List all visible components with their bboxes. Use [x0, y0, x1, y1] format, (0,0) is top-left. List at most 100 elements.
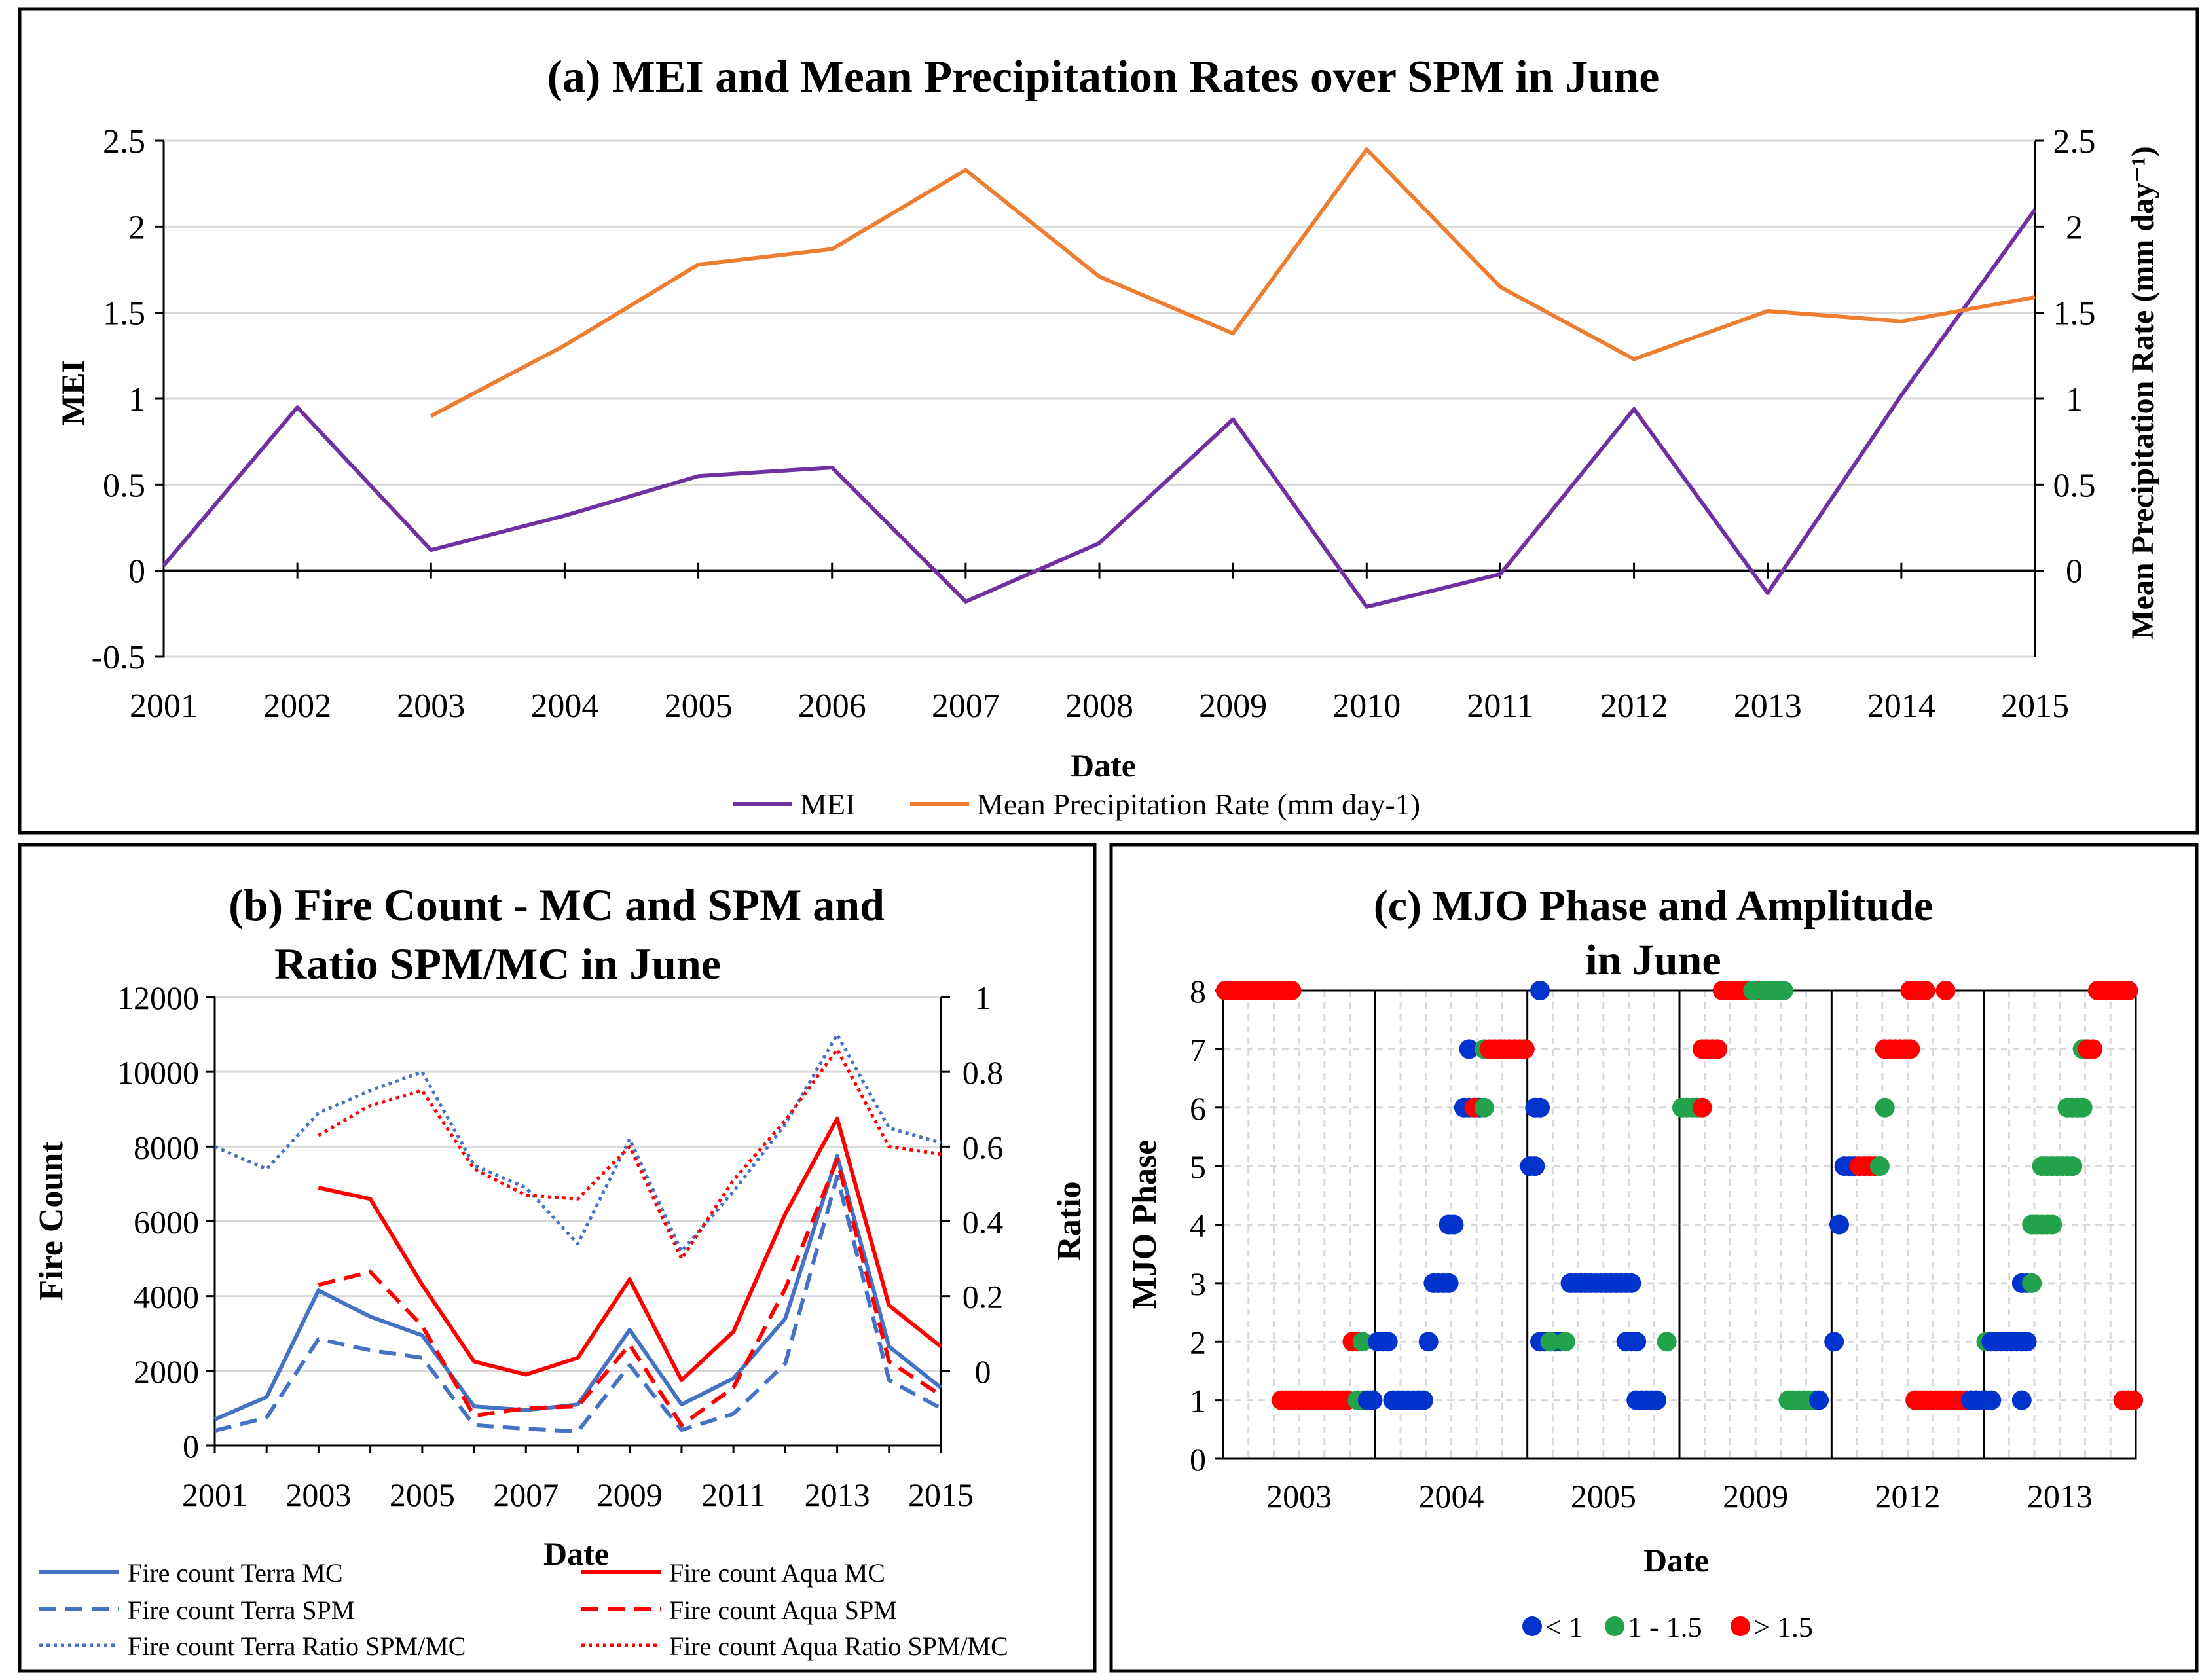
panel-b-ylabel-left: Fire Count	[33, 1141, 70, 1301]
b-series-1	[214, 1175, 942, 1434]
c-point	[1935, 981, 1956, 1000]
b-ytick-label-left: 6000	[134, 1204, 199, 1241]
a-ytick-label-right: 1.5	[2053, 295, 2096, 333]
b-ytick-label-left: 8000	[134, 1129, 199, 1165]
a-xtick-label: 2002	[263, 687, 331, 725]
c-ytick-label: 6	[1190, 1090, 1206, 1127]
legend-b-aqua-spm: Fire count Aqua SPM	[669, 1596, 897, 1625]
c-ytick-label: 1	[1190, 1383, 1206, 1419]
c-ytick-label: 0	[1190, 1441, 1206, 1478]
panel-b-frame	[18, 843, 1097, 1673]
panel-a-grid	[164, 139, 2035, 658]
c-ytick-label: 8	[1190, 973, 1206, 1010]
b-ytick-label-left: 2000	[134, 1353, 199, 1390]
legend-c-mid: 1 - 1.5	[1628, 1611, 1702, 1643]
panel-c-points	[1215, 981, 2144, 1410]
b-xtick-label: 2005	[390, 1476, 455, 1513]
c-ytick-label: 7	[1190, 1031, 1206, 1068]
c-ytick-label: 3	[1190, 1266, 1206, 1302]
a-xtick-label: 2010	[1332, 687, 1401, 725]
panel-c-title-line1: (c) MJO Phase and Amplitude	[1374, 882, 1933, 930]
c-point	[2062, 1156, 2083, 1177]
panel-a-title: (a) MEI and Mean Precipitation Rates ove…	[547, 52, 1660, 102]
c-point	[2011, 1390, 2032, 1410]
a-series-precip	[430, 147, 2036, 418]
b-ytick-label-right: 0	[975, 1353, 991, 1390]
b-ytick-label-right: 0.2	[962, 1279, 1004, 1315]
c-ytick-label: 5	[1190, 1148, 1206, 1185]
legend-c-low-marker	[1522, 1616, 1542, 1636]
a-xtick-label: 2003	[397, 687, 465, 725]
b-ytick-label-left: 0	[183, 1428, 199, 1465]
b-ytick-label-right: 0.4	[962, 1204, 1004, 1241]
a-xtick-label: 2011	[1467, 687, 1533, 725]
c-point	[1915, 981, 1935, 1000]
a-ytick-label-left: 2.5	[103, 123, 145, 160]
a-ytick-label-right: 0	[2066, 553, 2083, 591]
c-xtick-label: 2012	[1875, 1478, 1941, 1514]
c-ytick-label: 2	[1190, 1324, 1206, 1360]
legend-b-terra-mc: Fire count Terra MC	[128, 1558, 343, 1588]
c-point	[1647, 1390, 1667, 1410]
b-ytick-label-left: 12000	[117, 979, 199, 1016]
c-xtick-label: 2005	[1571, 1478, 1636, 1514]
panel-c-title-line2: in June	[1585, 936, 1721, 984]
panel-b-grid	[215, 996, 941, 1447]
c-point	[1459, 1039, 1479, 1059]
b-ytick-label-right: 0.6	[962, 1129, 1004, 1165]
panel-b-axes: 0 2000 4000 6000 8000 10000 12000 0 0.2 0.4 0.6 0.8…	[117, 979, 1003, 1513]
c-point	[1444, 1214, 1464, 1235]
c-point	[2123, 1390, 2144, 1410]
a-xtick-label: 2004	[530, 687, 598, 725]
c-point	[1530, 1097, 1550, 1118]
panel-a-axes: -0.5 0 0.5 1 1.5 2 2.5 0 0.5 1 1.5 2 2.5 2001 2002 2003…	[92, 123, 2096, 725]
b-xtick-label: 2013	[805, 1476, 870, 1513]
b-xtick-label: 2001	[182, 1476, 248, 1513]
panel-b-xlabel: Date	[543, 1535, 609, 1572]
a-xtick-label: 2001	[130, 687, 198, 725]
c-point	[1621, 1273, 1641, 1293]
a-ytick-label-left: -0.5	[92, 639, 145, 676]
c-point	[2022, 1273, 2042, 1293]
c-point	[1875, 1097, 1895, 1118]
panel-c-frame	[1109, 843, 2199, 1673]
c-ytick-label: 4	[1190, 1207, 1206, 1244]
b-series-0	[213, 1154, 942, 1421]
panel-c-xlabel: Date	[1643, 1542, 1709, 1579]
a-xtick-label: 2012	[1600, 687, 1668, 725]
b-ytick-label-left: 10000	[117, 1054, 199, 1091]
c-point	[1413, 1390, 1433, 1410]
a-xtick-label: 2007	[932, 687, 1000, 725]
a-series-mei	[162, 208, 2037, 609]
panel-b-legend: Fire count Terra MC Fire count Aqua MC F…	[39, 1558, 1008, 1661]
c-xtick-label: 2009	[1723, 1478, 1788, 1514]
c-point	[1708, 1039, 1728, 1059]
c-point	[1692, 1097, 1712, 1118]
b-series-5	[318, 1048, 942, 1261]
a-ytick-label-left: 2	[128, 209, 145, 246]
b-xtick-label: 2015	[908, 1476, 974, 1513]
c-xtick-label: 2013	[2027, 1478, 2093, 1514]
c-point	[1474, 1097, 1494, 1118]
c-xtick-label: 2004	[1419, 1478, 1484, 1514]
panel-a-series	[162, 147, 2037, 609]
panel-b-title-line2: Ratio SPM/MC in June	[274, 939, 721, 989]
c-point	[2042, 1214, 2062, 1235]
c-point	[2072, 1097, 2093, 1118]
c-point	[1824, 1332, 1844, 1352]
legend-c-high-marker	[1731, 1616, 1750, 1636]
panel-b-title-line1: (b) Fire Count - MC and SPM and	[229, 880, 885, 930]
c-xtick-label: 2003	[1266, 1478, 1332, 1514]
c-point	[1281, 981, 1302, 1000]
c-point	[1363, 1390, 1383, 1410]
legend-b-aqua-ratio: Fire count Aqua Ratio SPM/MC	[669, 1632, 1008, 1661]
a-xtick-label: 2013	[1734, 687, 1802, 725]
legend-c-high: > 1.5	[1753, 1611, 1813, 1643]
legend-b-terra-ratio: Fire count Terra Ratio SPM/MC	[128, 1632, 466, 1661]
panel-b: (b) Fire Count - MC and SPM and Ratio SP…	[33, 880, 1088, 1661]
c-point	[1530, 981, 1550, 1000]
panel-a-frame	[18, 7, 2199, 835]
legend-b-aqua-mc: Fire count Aqua MC	[669, 1558, 885, 1588]
c-point	[1900, 1039, 1920, 1059]
